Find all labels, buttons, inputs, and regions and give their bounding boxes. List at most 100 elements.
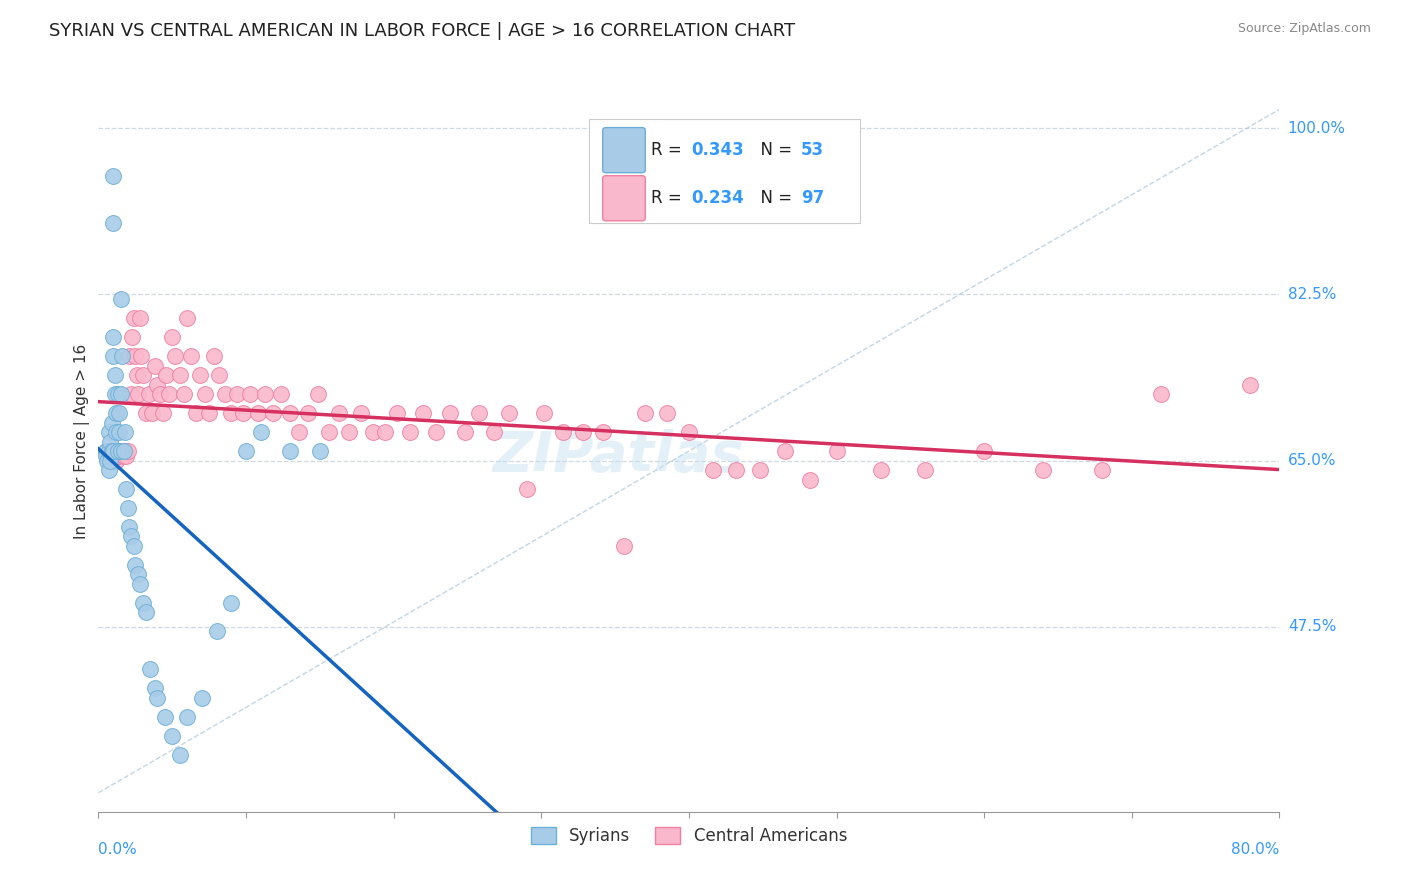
Point bbox=[498, 406, 520, 420]
Point bbox=[246, 406, 269, 420]
Point bbox=[143, 359, 166, 373]
Point bbox=[118, 520, 141, 534]
Point bbox=[152, 406, 174, 420]
Point bbox=[143, 681, 166, 696]
Point bbox=[350, 406, 373, 420]
Point bbox=[117, 500, 139, 515]
Point bbox=[250, 425, 273, 439]
Point bbox=[124, 349, 146, 363]
Point bbox=[399, 425, 422, 439]
Point bbox=[115, 449, 138, 463]
Point bbox=[127, 387, 149, 401]
Point bbox=[870, 463, 893, 477]
Point bbox=[112, 444, 135, 458]
Point bbox=[655, 406, 678, 420]
Point bbox=[97, 444, 120, 458]
Point bbox=[613, 539, 636, 553]
Point bbox=[98, 453, 121, 467]
Point bbox=[162, 729, 183, 743]
Point bbox=[103, 349, 125, 363]
Point bbox=[425, 425, 447, 439]
Point bbox=[125, 368, 148, 383]
Point bbox=[239, 387, 262, 401]
Point bbox=[468, 406, 491, 420]
Point bbox=[122, 539, 145, 553]
Point bbox=[97, 425, 120, 439]
Point bbox=[202, 349, 225, 363]
Point bbox=[146, 690, 169, 705]
Point bbox=[120, 529, 142, 543]
Point bbox=[97, 449, 120, 463]
Point bbox=[114, 425, 136, 439]
Point bbox=[118, 349, 141, 363]
Point bbox=[108, 425, 131, 439]
Point bbox=[107, 449, 129, 463]
Point bbox=[482, 425, 505, 439]
Point bbox=[112, 449, 135, 463]
Point bbox=[135, 406, 157, 420]
Point bbox=[374, 425, 396, 439]
Text: 53: 53 bbox=[801, 141, 824, 159]
Point bbox=[103, 444, 125, 458]
Text: 82.5%: 82.5% bbox=[1288, 287, 1336, 301]
Point bbox=[533, 406, 555, 420]
Point bbox=[111, 349, 134, 363]
Point bbox=[280, 444, 302, 458]
Point bbox=[226, 387, 249, 401]
Point bbox=[214, 387, 236, 401]
Point bbox=[235, 444, 257, 458]
Point bbox=[153, 710, 176, 724]
Point bbox=[107, 387, 129, 401]
Point bbox=[773, 444, 796, 458]
Point bbox=[121, 330, 143, 344]
FancyBboxPatch shape bbox=[603, 176, 645, 221]
Point bbox=[104, 444, 127, 458]
Y-axis label: In Labor Force | Age > 16: In Labor Force | Age > 16 bbox=[75, 344, 90, 539]
Point bbox=[128, 311, 150, 326]
Legend: Syrians, Central Americans: Syrians, Central Americans bbox=[524, 820, 853, 852]
Text: N =: N = bbox=[751, 189, 797, 207]
Text: 0.0%: 0.0% bbox=[98, 842, 138, 857]
Point bbox=[94, 444, 117, 458]
Text: R =: R = bbox=[651, 141, 688, 159]
Text: ZIPatlas: ZIPatlas bbox=[492, 429, 744, 483]
Point bbox=[221, 406, 243, 420]
Text: Source: ZipAtlas.com: Source: ZipAtlas.com bbox=[1237, 22, 1371, 36]
Point bbox=[553, 425, 575, 439]
Point bbox=[194, 387, 217, 401]
Point bbox=[188, 368, 211, 383]
Point bbox=[198, 406, 221, 420]
Point bbox=[107, 444, 129, 458]
Point bbox=[108, 406, 131, 420]
Point bbox=[571, 425, 593, 439]
Point bbox=[111, 444, 134, 458]
Point bbox=[254, 387, 277, 401]
Point bbox=[412, 406, 434, 420]
Text: N =: N = bbox=[751, 141, 797, 159]
Point bbox=[221, 596, 243, 610]
FancyBboxPatch shape bbox=[603, 128, 645, 173]
Point bbox=[262, 406, 284, 420]
Point bbox=[162, 330, 183, 344]
Point bbox=[104, 387, 127, 401]
Point bbox=[702, 463, 724, 477]
Point bbox=[339, 425, 361, 439]
Point bbox=[108, 444, 131, 458]
Point bbox=[1091, 463, 1114, 477]
Point bbox=[1150, 387, 1173, 401]
Point bbox=[105, 406, 128, 420]
Point bbox=[725, 463, 748, 477]
Point bbox=[439, 406, 461, 420]
Point bbox=[173, 387, 195, 401]
Point bbox=[592, 425, 614, 439]
Point bbox=[96, 444, 118, 458]
Point bbox=[270, 387, 292, 401]
Point bbox=[94, 449, 117, 463]
Text: 100.0%: 100.0% bbox=[1288, 120, 1346, 136]
Point bbox=[155, 368, 177, 383]
Point bbox=[191, 690, 214, 705]
Point bbox=[120, 387, 142, 401]
Point bbox=[100, 444, 122, 458]
Point bbox=[453, 425, 475, 439]
Point bbox=[110, 444, 132, 458]
